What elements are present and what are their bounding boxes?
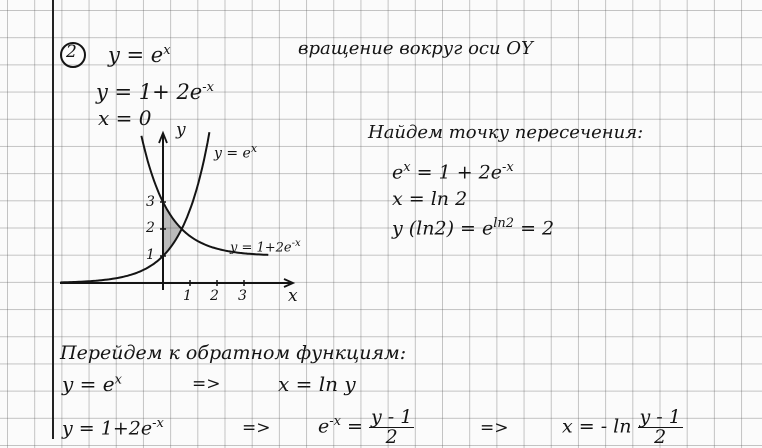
intersection-line3: y (ln2) = eln2 = 2 bbox=[392, 216, 554, 239]
inverse-row1-arrow: => bbox=[192, 374, 221, 394]
i3-b: = 2 bbox=[514, 217, 555, 240]
r2-mid-den: 2 bbox=[385, 426, 398, 448]
problem-number: 2 bbox=[66, 42, 77, 62]
r2-mid: e bbox=[318, 415, 330, 438]
curve2-label-exp: -x bbox=[291, 238, 301, 249]
inverse-row2-arrow2: => bbox=[480, 418, 509, 438]
x-tick-2: 2 bbox=[210, 288, 219, 304]
inverse-row1-lhs: y = ex bbox=[62, 372, 122, 396]
eq1-base: y = e bbox=[108, 43, 164, 67]
inverse-row2-arrow1: => bbox=[242, 418, 271, 438]
curve1-label-base: y = e bbox=[214, 145, 251, 162]
curve2-label-base: y = 1+2e bbox=[230, 240, 292, 256]
r2-rhs-num: y - 1 bbox=[637, 406, 683, 428]
y-tick-1: 1 bbox=[146, 247, 155, 263]
curve-exp bbox=[60, 132, 211, 284]
intersection-line2: x = ln 2 bbox=[392, 188, 468, 210]
given-eq2: y = 1+ 2e-x bbox=[96, 80, 214, 104]
curve2-label: y = 1+2e-x bbox=[230, 238, 301, 255]
inverse-heading: Перейдем к обратном функциям: bbox=[60, 342, 407, 364]
inverse-row2-lhs: y = 1+2e-x bbox=[62, 416, 164, 439]
intersection-heading: Найдем точку пересечения: bbox=[368, 122, 644, 143]
problem-number-circle bbox=[60, 42, 86, 68]
x-axis-arrow bbox=[283, 278, 296, 288]
r2-mid-eq: = bbox=[340, 415, 369, 438]
task-text: вращение вокруг оси OY bbox=[298, 38, 533, 59]
inverse-row1-rhs: x = ln y bbox=[278, 372, 356, 396]
intersection-line1: ex = 1 + 2e-x bbox=[392, 160, 514, 183]
y-axis-arrow bbox=[158, 130, 168, 144]
graph bbox=[60, 42, 296, 290]
i1-b: = 1 + 2e bbox=[410, 161, 503, 184]
curve-one-plus-two-exp-neg bbox=[140, 135, 269, 256]
eq2-base: y = 1+ 2e bbox=[96, 80, 203, 104]
r2-lhs-exp: -x bbox=[152, 416, 164, 431]
x-tick-3: 3 bbox=[238, 288, 247, 304]
tick-marks bbox=[160, 201, 245, 286]
r1-lhs: y = e bbox=[62, 372, 115, 396]
r2-mid-num: y - 1 bbox=[368, 406, 415, 428]
r2-rhs-den: 2 bbox=[654, 426, 667, 448]
i1-a: e bbox=[392, 161, 404, 184]
x-axis-label: x bbox=[288, 286, 298, 306]
x-tick-1: 1 bbox=[183, 288, 192, 304]
i3-a: y (ln2) = e bbox=[392, 217, 494, 240]
y-axis-label: y bbox=[176, 120, 186, 140]
y-tick-3: 3 bbox=[146, 194, 155, 210]
given-eq3: x = 0 bbox=[98, 106, 152, 130]
eq1-exp: x bbox=[163, 43, 171, 58]
i3-a-exp: ln2 bbox=[493, 216, 515, 231]
r2-rhs: x = - ln bbox=[562, 415, 638, 438]
curve1-label: y = ex bbox=[214, 142, 257, 162]
margin-line bbox=[52, 0, 54, 439]
i1-b-exp: -x bbox=[502, 160, 514, 175]
r2-lhs: y = 1+2e bbox=[62, 417, 153, 440]
given-eq1: y = ex bbox=[108, 43, 171, 67]
eq2-exp: -x bbox=[202, 80, 214, 95]
i1-a-exp: x bbox=[403, 160, 411, 175]
r2-mid-exp: -x bbox=[329, 414, 341, 430]
curve1-label-exp: x bbox=[250, 142, 258, 155]
y-tick-2: 2 bbox=[146, 220, 155, 236]
r1-lhs-exp: x bbox=[114, 372, 122, 388]
